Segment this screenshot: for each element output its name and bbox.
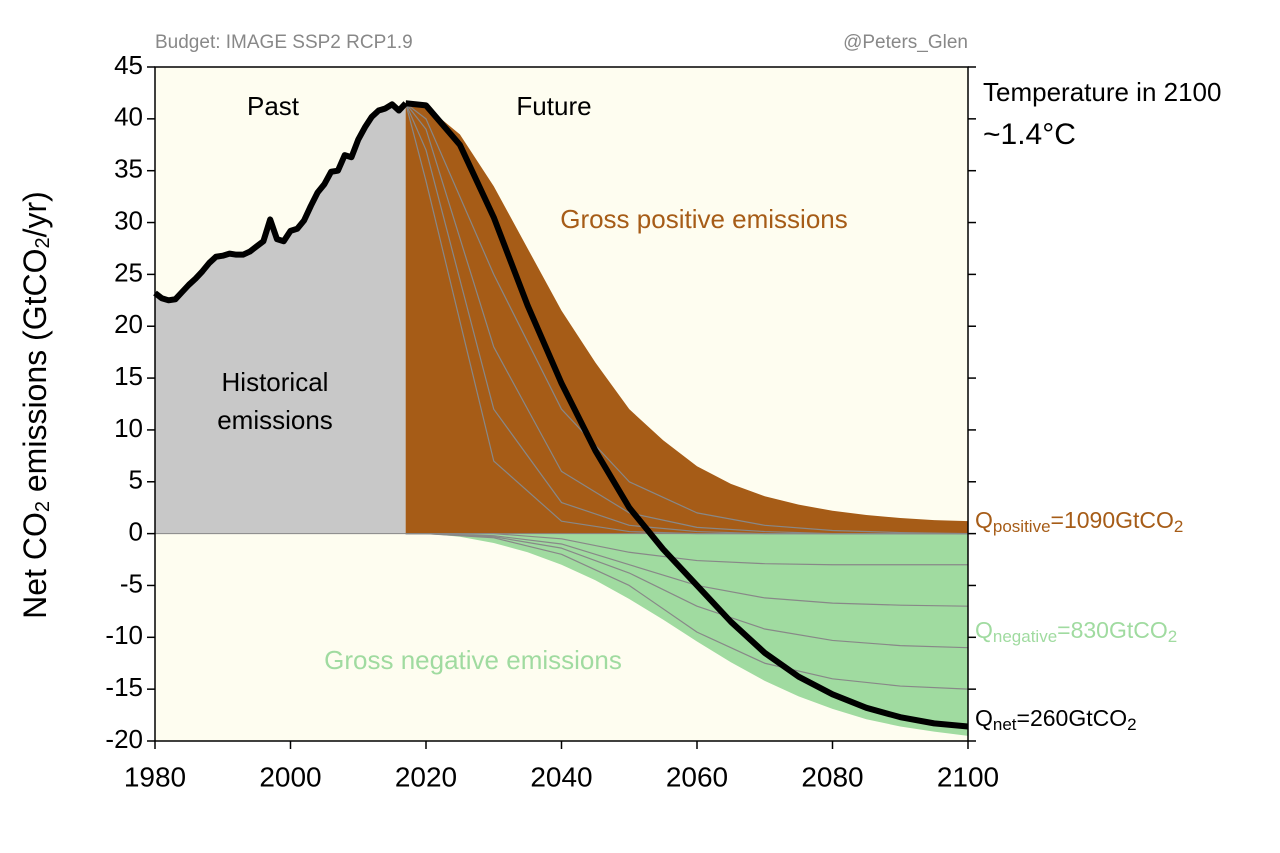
- y-tick-label: 15: [114, 361, 143, 391]
- q-label: Qnet=260GtCO2: [975, 705, 1137, 734]
- x-tick-label: 2020: [395, 761, 457, 792]
- past-label: Past: [247, 91, 300, 121]
- credit: @Peters_Glen: [843, 32, 968, 53]
- y-tick-label: -10: [105, 620, 143, 650]
- component-curve: [405, 102, 969, 535]
- subscript: 2: [1168, 627, 1177, 646]
- gross-negative-label: Gross negative emissions: [324, 645, 622, 675]
- gross-negative-area: [405, 533, 968, 736]
- net-line: [405, 100, 969, 730]
- subscript: positive: [993, 517, 1051, 536]
- y-tick-label: 30: [114, 205, 143, 235]
- y-tick-label: 10: [114, 413, 143, 443]
- subscript: net: [993, 715, 1017, 734]
- x-tick-label: 2040: [530, 761, 592, 792]
- x-tick-label: 2060: [666, 761, 728, 792]
- label-part: =1090GtCO: [1051, 507, 1174, 533]
- historical-line: [153, 101, 408, 304]
- subscript: 2: [32, 237, 54, 248]
- y-tick-label: 0: [129, 516, 143, 546]
- label-part: Q: [975, 507, 993, 533]
- y-tick-label: 35: [114, 154, 143, 184]
- y-axis-label: Net CO2 emissions (GtCO2/yr): [17, 191, 54, 619]
- component-curve: [405, 533, 968, 566]
- x-tick-label: 2000: [259, 761, 321, 792]
- y-tick-label: 25: [114, 257, 143, 287]
- temperature-value: ~1.4°C: [983, 118, 1076, 151]
- q-label: Qnegative=830GtCO2: [975, 617, 1177, 646]
- label-part: Q: [975, 705, 993, 731]
- y-tick-label: -5: [120, 568, 143, 598]
- gross-positive-label: Gross positive emissions: [560, 204, 848, 234]
- y-tick-label: -15: [105, 672, 143, 702]
- x-tick-label: 2080: [801, 761, 863, 792]
- label-part: Q: [975, 617, 993, 643]
- label-part: Net CO: [17, 512, 53, 619]
- historical-label: emissions: [217, 405, 333, 435]
- future-label: Future: [516, 91, 591, 121]
- subscript: 2: [1127, 715, 1136, 734]
- x-tick-label: 1980: [124, 761, 186, 792]
- gross-positive-area: [405, 103, 968, 534]
- subscript: 2: [1174, 517, 1183, 536]
- historical-label: Historical: [222, 367, 329, 397]
- q-label: Qpositive=1090GtCO2: [975, 507, 1183, 536]
- x-tick-label: 2100: [937, 761, 999, 792]
- component-curve: [405, 103, 968, 535]
- y-tick-label: 45: [114, 50, 143, 80]
- subscript: 2: [32, 501, 54, 512]
- label-part: =830GtCO: [1057, 617, 1168, 643]
- label-part: =260GtCO: [1017, 705, 1128, 731]
- y-tick-label: -20: [105, 724, 143, 754]
- component-curve: [405, 533, 969, 690]
- y-tick-label: 40: [114, 102, 143, 132]
- label-part: emissions (GtCO: [17, 249, 53, 501]
- label-part: /yr): [17, 191, 53, 237]
- subtitle: Budget: IMAGE SSP2 RCP1.9: [155, 32, 413, 53]
- y-tick-label: 20: [114, 309, 143, 339]
- y-tick-label: 5: [129, 465, 143, 495]
- subscript: negative: [993, 627, 1057, 646]
- historical-area: [155, 103, 406, 534]
- temperature-label: Temperature in 2100: [983, 77, 1221, 107]
